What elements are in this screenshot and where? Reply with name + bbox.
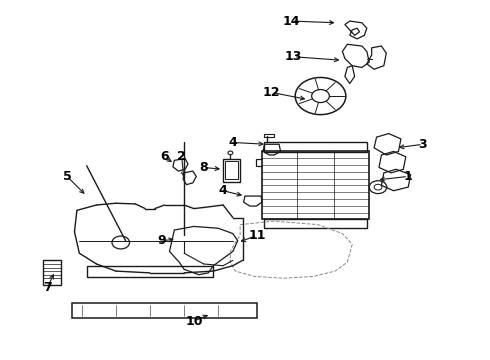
Text: 6: 6 [160, 150, 169, 163]
Text: 7: 7 [43, 281, 52, 294]
Text: 5: 5 [63, 170, 72, 183]
Bar [262, 152, 369, 219]
Text: 3: 3 [418, 138, 427, 151]
Text: 8: 8 [199, 161, 208, 174]
Bar [87, 266, 213, 277]
Bar [265, 134, 274, 137]
Bar [223, 158, 240, 182]
Bar [43, 260, 61, 285]
Text: 11: 11 [248, 229, 266, 242]
Bar [72, 303, 257, 318]
Bar [265, 143, 367, 153]
Bar [225, 161, 238, 179]
Text: 2: 2 [177, 150, 186, 163]
Bar [265, 219, 367, 228]
Text: 1: 1 [404, 170, 413, 183]
Text: 13: 13 [285, 50, 302, 63]
Text: 4: 4 [228, 136, 237, 149]
Text: 4: 4 [219, 184, 227, 197]
Text: 9: 9 [158, 234, 167, 247]
Text: 14: 14 [283, 14, 300, 27]
Text: 12: 12 [263, 86, 281, 99]
Text: 10: 10 [185, 315, 202, 328]
